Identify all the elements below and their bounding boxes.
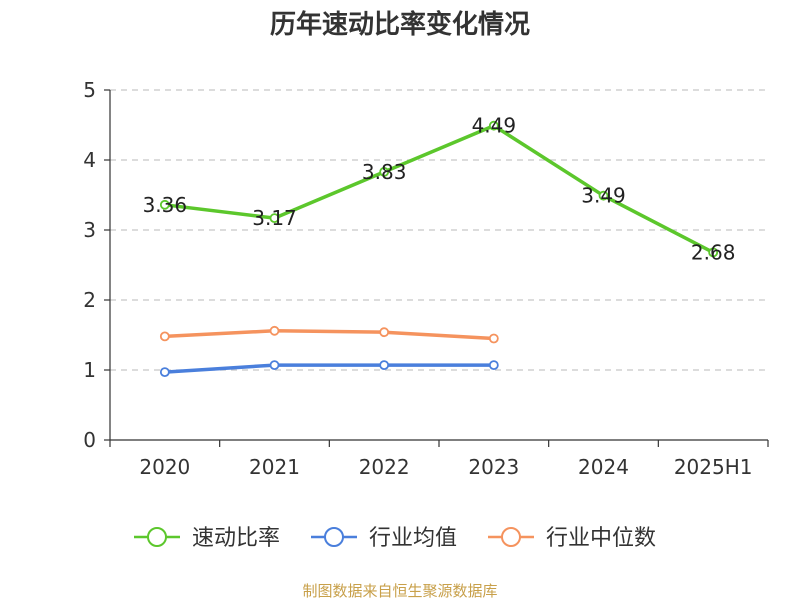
legend-label: 行业均值 [369,526,457,551]
chart-title: 历年速动比率变化情况 [270,9,530,40]
x-tick-label: 2025H1 [674,455,753,479]
data-label: 3.83 [362,160,407,184]
data-label: 3.17 [252,206,297,230]
legend[interactable]: 速动比率 行业均值 行业中位数 [134,526,656,551]
y-tick-label: 0 [83,428,96,452]
axes: 0 1 2 3 4 5 2020 2021 2022 2023 2024 2025H1 [83,78,769,479]
data-label: 2.68 [691,240,736,264]
data-point [488,120,499,131]
data-point [488,360,499,371]
data-point [488,333,499,344]
data-point [269,360,280,371]
x-tick-label: 2022 [359,455,410,479]
y-tick-label: 1 [83,358,96,382]
data-point [379,360,390,371]
source-note: 制图数据来自恒生聚源数据库 [302,582,497,600]
data-point [269,213,280,224]
legend-label: 行业中位数 [546,526,656,551]
data-label: 3.36 [143,193,188,217]
data-point [159,331,170,342]
series-group [159,120,719,378]
legend-label: 速动比率 [192,526,280,551]
data-label: 3.49 [581,184,626,208]
legend-marker [501,527,521,547]
y-tick-label: 2 [83,288,96,312]
data-point [598,190,609,201]
y-tick-label: 5 [83,78,96,102]
x-tick-label: 2020 [139,455,190,479]
series-line-2 [164,329,494,341]
y-tick-label: 3 [83,218,96,242]
legend-marker [324,527,344,547]
series-line-1 [164,363,494,374]
data-point [159,199,170,210]
legend-marker [147,527,167,547]
x-tick-label: 2023 [468,455,519,479]
data-point [379,166,390,177]
data-point [379,327,390,338]
x-tick-label: 2024 [578,455,629,479]
data-labels: 3.36 3.17 3.83 4.49 3.49 2.68 [143,114,736,265]
data-point [708,247,719,258]
data-point [269,325,280,336]
x-tick-label: 2021 [249,455,300,479]
data-label: 4.49 [472,114,517,138]
y-tick-label: 4 [83,148,96,172]
series-line-0 [164,123,715,254]
data-point [159,367,170,378]
